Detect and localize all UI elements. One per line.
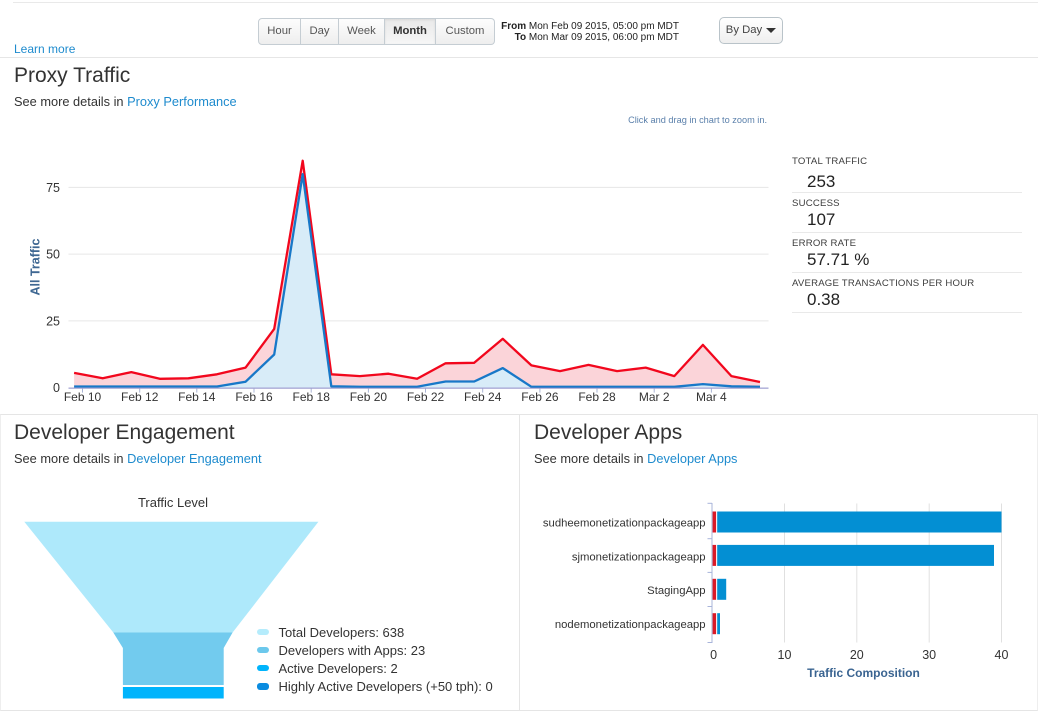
svg-text:0: 0 xyxy=(710,648,717,662)
svg-text:Feb 14: Feb 14 xyxy=(178,390,216,404)
svg-text:Feb 26: Feb 26 xyxy=(521,390,559,404)
svg-text:Feb 10: Feb 10 xyxy=(64,390,102,404)
svg-text:nodemonetizationpackageapp: nodemonetizationpackageapp xyxy=(555,619,706,631)
svg-text:Feb 22: Feb 22 xyxy=(407,390,445,404)
svg-text:All Traffic: All Traffic xyxy=(29,238,43,295)
svg-text:Feb 24: Feb 24 xyxy=(464,390,502,404)
svg-text:Traffic Composition: Traffic Composition xyxy=(807,666,920,680)
svg-text:40: 40 xyxy=(995,648,1009,662)
svg-text:Feb 18: Feb 18 xyxy=(293,390,331,404)
svg-text:Feb 16: Feb 16 xyxy=(235,390,273,404)
svg-text:30: 30 xyxy=(922,648,936,662)
svg-text:50: 50 xyxy=(46,248,60,262)
svg-text:25: 25 xyxy=(46,314,60,328)
svg-text:Feb 28: Feb 28 xyxy=(578,390,616,404)
svg-text:0: 0 xyxy=(53,381,60,395)
svg-text:sudheemonetizationpackageapp: sudheemonetizationpackageapp xyxy=(543,517,706,529)
svg-text:75: 75 xyxy=(46,181,60,195)
svg-text:Mar 2: Mar 2 xyxy=(639,390,670,404)
svg-text:sjmonetizationpackageapp: sjmonetizationpackageapp xyxy=(572,551,706,563)
svg-text:Feb 12: Feb 12 xyxy=(121,390,159,404)
svg-text:StagingApp: StagingApp xyxy=(647,585,705,597)
svg-text:Mar 4: Mar 4 xyxy=(696,390,727,404)
svg-text:10: 10 xyxy=(778,648,792,662)
svg-text:20: 20 xyxy=(850,648,864,662)
svg-text:Feb 20: Feb 20 xyxy=(350,390,388,404)
